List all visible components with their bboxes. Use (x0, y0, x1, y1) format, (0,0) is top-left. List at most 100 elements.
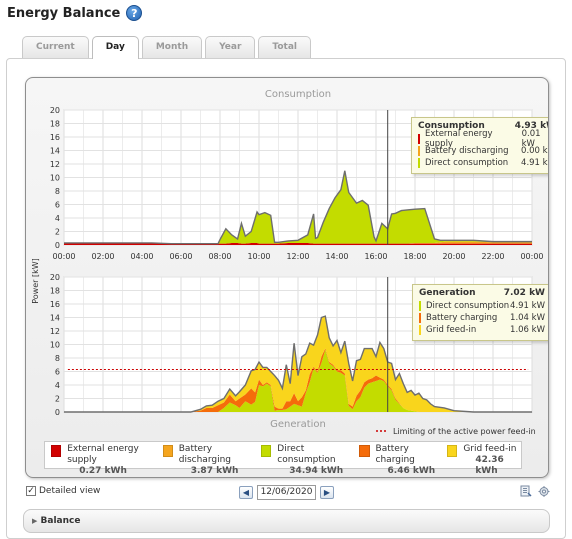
legend-item-external-supply[interactable]: External energy supply 0.27 kWh (51, 444, 153, 477)
chevron-left-icon[interactable]: ◀ (239, 486, 253, 499)
legend-swatch (359, 445, 370, 457)
tooltip-row-label: External energy supply (424, 129, 493, 149)
y-tick-label: 14 (50, 147, 60, 156)
settings-icon[interactable] (538, 485, 550, 498)
y-tick-label: 8 (55, 187, 60, 196)
legend-swatch (447, 445, 458, 457)
y-tick-label: 18 (50, 287, 60, 296)
legend-value: 34.94 kWh (289, 466, 344, 476)
legend-label: Direct consumption (277, 444, 336, 465)
legend-value: 3.87 kWh (190, 466, 239, 476)
tab-day[interactable]: Day (91, 36, 139, 59)
limit-line-legend-label: Limiting of the active power feed-in (393, 427, 536, 436)
tab-year[interactable]: Year (205, 36, 256, 58)
legend-item-battery-charging[interactable]: Battery charging 6.46 kWh (359, 444, 437, 477)
help-icon[interactable]: ? (126, 5, 143, 21)
tab-current[interactable]: Current (22, 36, 89, 58)
y-tick-label: 12 (50, 160, 60, 169)
x-tick-label: 08:00 (208, 252, 231, 261)
tab-total[interactable]: Total (258, 36, 312, 58)
legend-label: Battery charging (375, 444, 415, 465)
x-tick-label: 20:00 (442, 252, 465, 261)
consumption-tooltip: Consumption 4.93 kW External energy supp… (411, 117, 548, 174)
tooltip-total: 4.93 kW (514, 121, 548, 131)
y-tick-label: 4 (55, 381, 60, 390)
tooltip-row: Grid feed-in 1.06 kW (419, 324, 545, 336)
chart-legend: External energy supply 0.27 kWh Battery d… (44, 441, 522, 476)
generation-tooltip: Generation 7.02 kW Direct consumption 4.… (412, 284, 548, 341)
legend-item-grid-feed-in[interactable]: Grid feed-in 42.36 kWh (447, 444, 517, 477)
panel-title: Consumption (265, 89, 331, 100)
y-axis-label: Power [kW] (31, 258, 40, 304)
y-tick-label: 2 (55, 228, 60, 237)
tooltip-title: Consumption (418, 121, 485, 131)
tooltip-row-value: 0.01 kW (521, 129, 541, 149)
legend-value: 0.27 kWh (79, 466, 127, 476)
y-tick-label: 20 (50, 273, 60, 282)
tab-month[interactable]: Month (141, 36, 203, 58)
tooltip-row-label: Battery charging (426, 313, 498, 323)
series-area-direct-consumption (64, 170, 532, 244)
chevron-right-icon[interactable]: ▶ (320, 486, 334, 499)
y-tick-label: 8 (55, 354, 60, 363)
tooltip-row-label: Direct consumption (425, 158, 509, 168)
x-tick-label: 14:00 (325, 252, 348, 261)
detailed-view-checkbox[interactable]: ✓ (26, 486, 36, 496)
legend-value: 6.46 kWh (387, 466, 436, 476)
legend-label: External energy supply (67, 444, 139, 465)
tooltip-row-value: 4.91 kW (510, 301, 545, 311)
tooltip-row-value: 1.04 kW (510, 313, 545, 323)
detailed-view-label: Detailed view (39, 486, 101, 496)
date-field[interactable]: 12/06/2020 (257, 485, 316, 500)
legend-swatch (162, 445, 173, 457)
x-tick-label: 16:00 (364, 252, 387, 261)
tooltip-row-value: 4.91 kW (521, 158, 548, 168)
y-tick-label: 18 (50, 120, 60, 129)
y-tick-label: 16 (50, 300, 60, 309)
series-area-external-energy-supply (64, 242, 532, 245)
legend-item-battery-discharging[interactable]: Battery discharging 3.87 kWh (162, 444, 252, 477)
tooltip-row-label: Direct consumption (426, 301, 510, 311)
legend-value: 42.36 kWh (475, 455, 504, 476)
tooltip-row-value: 0.00 kW (521, 146, 548, 156)
x-tick-label: 00:00 (52, 252, 75, 261)
tool-icons (520, 485, 550, 498)
y-tick-label: 6 (55, 201, 60, 210)
y-tick-label: 0 (55, 408, 60, 417)
y-tick-label: 14 (50, 314, 60, 323)
x-tick-label: 04:00 (130, 252, 153, 261)
tooltip-row: Direct consumption 4.91 kW (419, 300, 545, 312)
balance-label: Balance (40, 516, 81, 526)
legend-item-direct-consumption[interactable]: Direct consumption 34.94 kWh (261, 444, 349, 477)
y-tick-label: 4 (55, 214, 60, 223)
legend-label: Grid feed-in (463, 444, 517, 454)
series-area-grid-feed-in (64, 316, 532, 412)
legend-swatch (261, 445, 272, 457)
balance-section-toggle[interactable]: ▶ Balance (23, 509, 550, 533)
page-title: Energy Balance ? (7, 5, 143, 21)
x-tick-label: 02:00 (91, 252, 114, 261)
legend-swatch (51, 445, 62, 457)
export-icon[interactable] (520, 485, 532, 498)
y-tick-label: 10 (50, 341, 60, 350)
tab-bar: Current Day Month Year Total (22, 36, 312, 59)
tooltip-row: Battery charging 1.04 kW (419, 312, 545, 324)
x-tick-label: 10:00 (247, 252, 270, 261)
total-outline (64, 170, 532, 245)
x-tick-label: 00:00 (520, 252, 543, 261)
y-tick-label: 16 (50, 133, 60, 142)
y-tick-label: 12 (50, 327, 60, 336)
energy-chart-frame: Power [kW] 0 2 4 6 8 10 12 14 16 18 20 Consumption 00… (25, 77, 549, 478)
x-tick-label: 06:00 (169, 252, 192, 261)
x-tick-label: 12:00 (286, 252, 309, 261)
series-area-battery-discharging (64, 241, 532, 244)
y-tick-label: 2 (55, 395, 60, 404)
y-tick-label: 0 (55, 241, 60, 250)
x-tick-label: 18:00 (403, 252, 426, 261)
tooltip-row: Direct consumption 4.91 kW (418, 157, 548, 169)
tooltip-row: Battery discharging 0.00 kW (418, 145, 548, 157)
date-navigator: ◀ 12/06/2020 ▶ (239, 485, 334, 500)
total-outline (64, 315, 532, 413)
triangle-right-icon: ▶ (32, 517, 38, 525)
legend-label: Battery discharging (178, 444, 231, 465)
